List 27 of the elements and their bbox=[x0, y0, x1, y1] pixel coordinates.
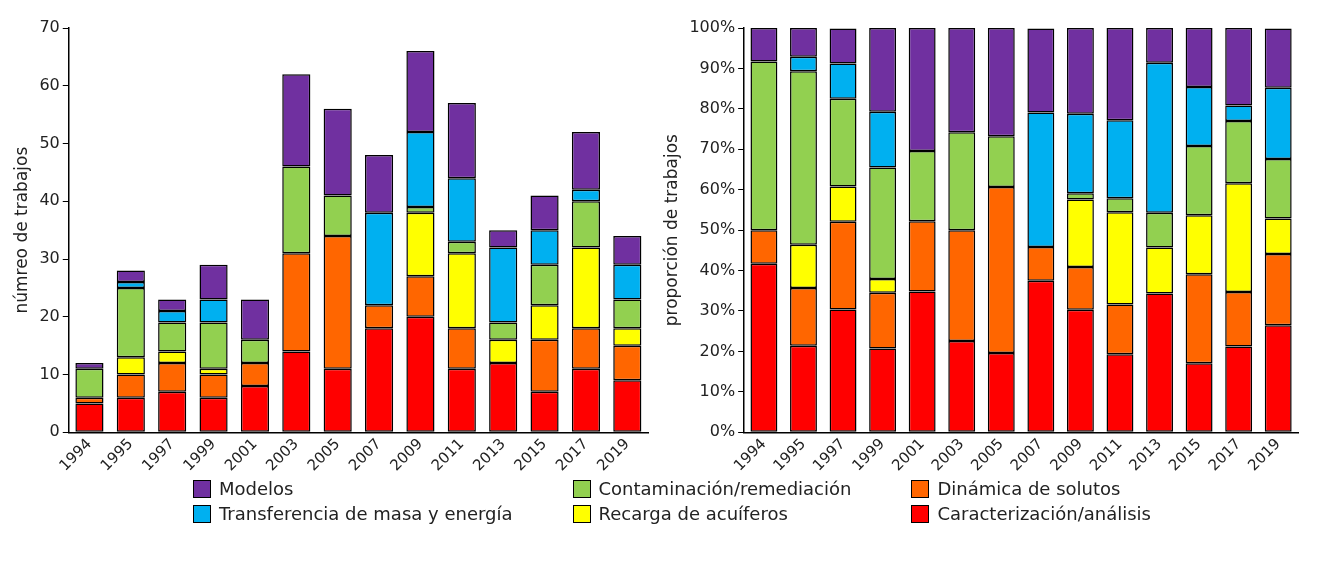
y-tick-label: 60 bbox=[39, 74, 60, 94]
y-tick-label: 70% bbox=[699, 138, 736, 158]
y-tick-label: 70 bbox=[39, 17, 60, 37]
y-tick-label: 0% bbox=[709, 421, 736, 441]
y-tick-label: 20 bbox=[39, 305, 60, 325]
legend-label: Modelos bbox=[219, 478, 294, 499]
legend-label: Contaminación/remediación bbox=[598, 478, 852, 499]
y-tick-label: 0 bbox=[49, 421, 60, 441]
legend-label: Dinámica de solutos bbox=[937, 478, 1121, 499]
y-tick-label: 30 bbox=[39, 248, 60, 268]
legend-label: Transferencia de masa y energía bbox=[219, 503, 513, 524]
y-tick-label: 20% bbox=[699, 340, 736, 360]
y-tick-label: 80% bbox=[699, 98, 736, 118]
y-tick-label: 50% bbox=[699, 219, 736, 239]
y-tick-label: 30% bbox=[699, 300, 736, 320]
y-tick-label: 10% bbox=[699, 381, 736, 401]
y-tick-label: 90% bbox=[699, 57, 736, 77]
y-axis-title: proporción de trabajos bbox=[660, 133, 681, 327]
y-tick-label: 60% bbox=[699, 178, 736, 198]
legend-label: Recarga de acuíferos bbox=[598, 503, 788, 524]
y-tick-label: 40 bbox=[39, 190, 60, 210]
y-axis-title: númreo de trabajos bbox=[10, 146, 31, 314]
y-tick-label: 100% bbox=[689, 17, 736, 37]
y-tick-label: 40% bbox=[699, 259, 736, 279]
y-tick-label: 50 bbox=[39, 132, 60, 152]
y-tick-label: 10 bbox=[39, 363, 60, 383]
legend-label: Caracterización/análisis bbox=[937, 503, 1151, 524]
